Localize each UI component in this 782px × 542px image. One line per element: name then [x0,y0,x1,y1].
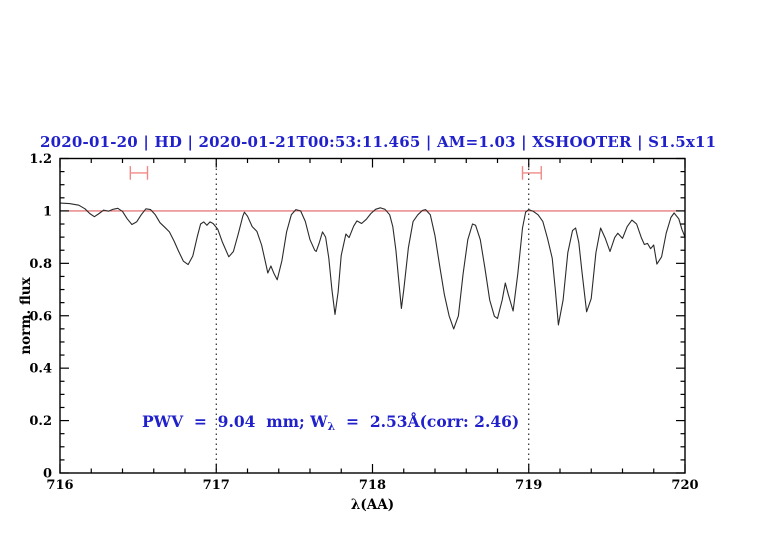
x-tick-label: 720 [671,478,698,493]
x-tick-label: 718 [359,478,386,493]
pwv-annotation-prefix: PWV = 9.04 mm; W [142,412,328,431]
pwv-annotation-lambda-subscript: λ [327,420,336,433]
y-tick-label: 1.2 [29,152,52,167]
y-tick-label: 0.2 [29,414,52,429]
y-axis-label: norm. flux [18,277,34,355]
pwv-annotation-suffix: = 2.53Å(corr: 2.46) [335,412,520,431]
y-tick-label: 0.4 [29,362,52,377]
x-axis-label: λ(AA) [350,497,395,513]
pwv-annotation: PWV = 9.04 mm; Wλ = 2.53Å(corr: 2.46) [142,412,520,433]
plot-title: 2020-01-20 | HD | 2020-01-21T00:53:11.46… [40,133,717,151]
y-tick-label: 0 [43,467,52,482]
y-tick-label: 1 [43,204,52,219]
y-tick-label: 0.8 [29,257,52,272]
x-tick-label: 716 [46,478,73,493]
x-tick-label: 717 [203,478,230,493]
x-tick-label: 719 [515,478,542,493]
spectrum-line [59,202,686,330]
y-tick-label: 0.6 [29,309,52,324]
